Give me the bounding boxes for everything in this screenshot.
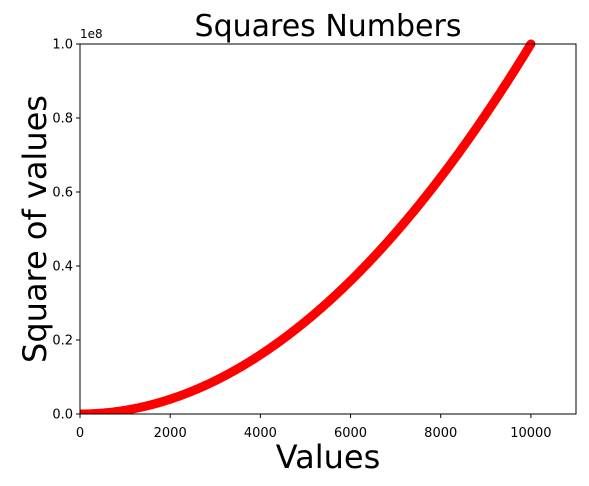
series-points [80,39,536,414]
plot-background [80,44,576,414]
y-tick-label: 0.0 [52,408,73,423]
y-axis-label: Square of values [16,95,54,363]
x-tick-label: 2000 [154,426,187,441]
y-axis: 0.0 0.2 0.4 0.6 0.8 1.0 [52,38,80,423]
y-tick-label: 0.2 [52,334,73,349]
x-tick-label: 4000 [244,426,277,441]
plot-area [79,39,577,415]
x-axis: 0 2000 4000 6000 8000 10000 [76,414,552,441]
y-tick-label: 0.8 [52,112,73,127]
x-axis-label: Values [276,438,381,476]
plot-frame [79,43,577,415]
x-tick-label: 0 [76,426,84,441]
y-tick-label: 0.4 [52,260,73,275]
chart-title: Squares Numbers [195,9,462,44]
x-tick-label: 6000 [334,426,367,441]
y-axis-offset-label: 1e8 [80,27,103,41]
data-series [80,39,536,414]
x-tick-label: 8000 [424,426,457,441]
x-tick-label: 10000 [510,426,551,441]
y-tick-label: 0.6 [52,186,73,201]
y-tick-label: 1.0 [52,38,73,53]
